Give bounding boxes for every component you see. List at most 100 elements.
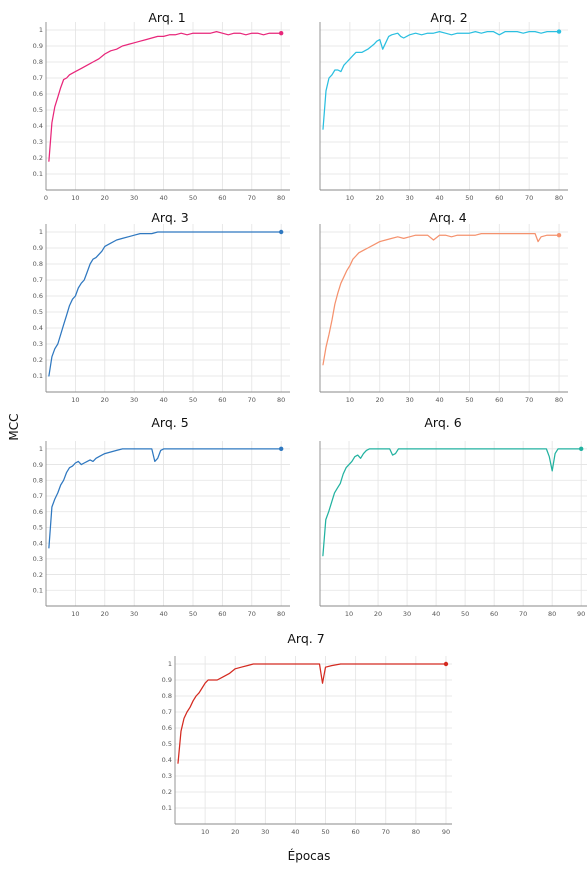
x-tick-label: 30 xyxy=(130,194,138,202)
y-tick-label: 0.8 xyxy=(33,58,43,66)
series-line xyxy=(48,448,282,549)
y-tick-label: 0.6 xyxy=(33,90,43,98)
y-tick-label: 0.7 xyxy=(33,74,43,82)
series-end-point xyxy=(443,661,449,667)
y-tick-label: 1 xyxy=(39,445,43,453)
x-tick-label: 60 xyxy=(352,828,360,836)
series-end-point xyxy=(556,233,562,238)
series-end-point xyxy=(556,29,562,34)
x-tick-label: 10 xyxy=(345,610,353,618)
y-tick-label: 0.8 xyxy=(33,260,43,268)
x-tick-label: 80 xyxy=(277,610,285,618)
x-tick-label: 20 xyxy=(101,610,109,618)
x-tick-label: 70 xyxy=(525,194,533,202)
x-tick-label: 70 xyxy=(525,396,533,404)
y-tick-label: 0.3 xyxy=(33,555,43,563)
x-tick-label: 40 xyxy=(159,396,167,404)
series-end-point xyxy=(578,446,584,452)
x-tick-label: 30 xyxy=(403,610,411,618)
series-line xyxy=(322,30,560,130)
x-tick-label: 80 xyxy=(277,396,285,404)
y-tick-label: 0.2 xyxy=(33,571,43,579)
y-tick-label: 0.9 xyxy=(33,461,43,469)
y-tick-label: 0.5 xyxy=(162,740,172,748)
series-line xyxy=(48,30,282,162)
series-line xyxy=(48,231,282,377)
x-tick-label: 20 xyxy=(231,828,239,836)
y-axis-label: MCC xyxy=(7,413,21,440)
chart-title: Arq. 4 xyxy=(429,210,466,225)
x-tick-label: 80 xyxy=(555,194,563,202)
x-tick-label: 40 xyxy=(159,194,167,202)
x-tick-label: 60 xyxy=(218,194,226,202)
x-tick-label: 20 xyxy=(374,610,382,618)
y-tick-label: 0.5 xyxy=(33,308,43,316)
x-tick-label: 50 xyxy=(465,396,473,404)
x-tick-label: 30 xyxy=(261,828,269,836)
y-tick-label: 0.8 xyxy=(162,692,172,700)
x-tick-label: 60 xyxy=(218,396,226,404)
x-tick-label: 20 xyxy=(101,194,109,202)
x-tick-label: 20 xyxy=(101,396,109,404)
series-end-point xyxy=(278,229,284,235)
y-tick-label: 0.3 xyxy=(33,138,43,146)
chart-5: Arq. 5 10 20 30 40 50 60 70 80 0.1 0.2 0.3 0.4 0.5 0.6… xyxy=(33,415,290,618)
y-tick-label: 0.6 xyxy=(162,724,172,732)
chart-2: Arq. 2 10 20 30 40 50 60 70 80 xyxy=(319,10,568,202)
y-tick-label: 0.7 xyxy=(33,276,43,284)
x-tick-label: 60 xyxy=(495,396,503,404)
x-tick-label: 30 xyxy=(405,396,413,404)
y-tick-label: 0.1 xyxy=(33,586,43,594)
chart-6: Arq. 6 10 20 30 40 50 60 70 80 90 xyxy=(319,415,587,618)
x-tick-label: 80 xyxy=(548,610,556,618)
y-tick-label: 0.2 xyxy=(162,788,172,796)
series-line xyxy=(322,448,582,557)
x-tick-label: 90 xyxy=(442,828,450,836)
x-tick-label: 70 xyxy=(248,194,256,202)
series-end-point xyxy=(278,31,284,36)
y-tick-label: 0.2 xyxy=(33,154,43,162)
series-end-point xyxy=(278,446,284,452)
x-tick-label: 50 xyxy=(189,194,197,202)
x-tick-label: 40 xyxy=(159,610,167,618)
y-tick-label: 0.1 xyxy=(33,170,43,178)
y-tick-label: 0.3 xyxy=(162,772,172,780)
y-tick-label: 0.5 xyxy=(33,106,43,114)
y-tick-label: 0.9 xyxy=(33,42,43,50)
chart-title: Arq. 6 xyxy=(424,415,461,430)
y-tick-label: 0.9 xyxy=(33,244,43,252)
chart-3: Arq. 3 10 20 30 40 50 60 70 80 0.1 0.2 0.3 0.4 0.5 0.6… xyxy=(33,210,290,404)
x-tick-label: 50 xyxy=(321,828,329,836)
y-tick-label: 1 xyxy=(39,26,43,34)
y-tick-label: 1 xyxy=(168,660,172,668)
y-tick-label: 0.4 xyxy=(162,756,172,764)
x-tick-label: 10 xyxy=(346,194,354,202)
x-tick-label: 10 xyxy=(346,396,354,404)
x-tick-label: 20 xyxy=(376,194,384,202)
x-tick-label: 80 xyxy=(555,396,563,404)
x-tick-label: 50 xyxy=(189,396,197,404)
x-tick-label: 90 xyxy=(577,610,585,618)
x-tick-label: 60 xyxy=(218,610,226,618)
x-tick-label: 60 xyxy=(495,194,503,202)
chart-title: Arq. 3 xyxy=(151,210,188,225)
x-tick-label: 0 xyxy=(44,194,48,202)
x-tick-label: 40 xyxy=(435,194,443,202)
x-tick-label: 20 xyxy=(376,396,384,404)
x-tick-label: 30 xyxy=(130,610,138,618)
x-tick-label: 30 xyxy=(405,194,413,202)
x-tick-label: 60 xyxy=(490,610,498,618)
x-tick-label: 40 xyxy=(291,828,299,836)
x-tick-label: 70 xyxy=(248,396,256,404)
x-tick-label: 30 xyxy=(130,396,138,404)
y-tick-label: 1 xyxy=(39,228,43,236)
y-tick-label: 0.4 xyxy=(33,539,43,547)
x-tick-label: 10 xyxy=(201,828,209,836)
x-tick-label: 80 xyxy=(277,194,285,202)
x-tick-label: 50 xyxy=(465,194,473,202)
x-tick-label: 70 xyxy=(519,610,527,618)
x-tick-label: 70 xyxy=(248,610,256,618)
x-tick-label: 10 xyxy=(71,194,79,202)
x-tick-label: 40 xyxy=(432,610,440,618)
